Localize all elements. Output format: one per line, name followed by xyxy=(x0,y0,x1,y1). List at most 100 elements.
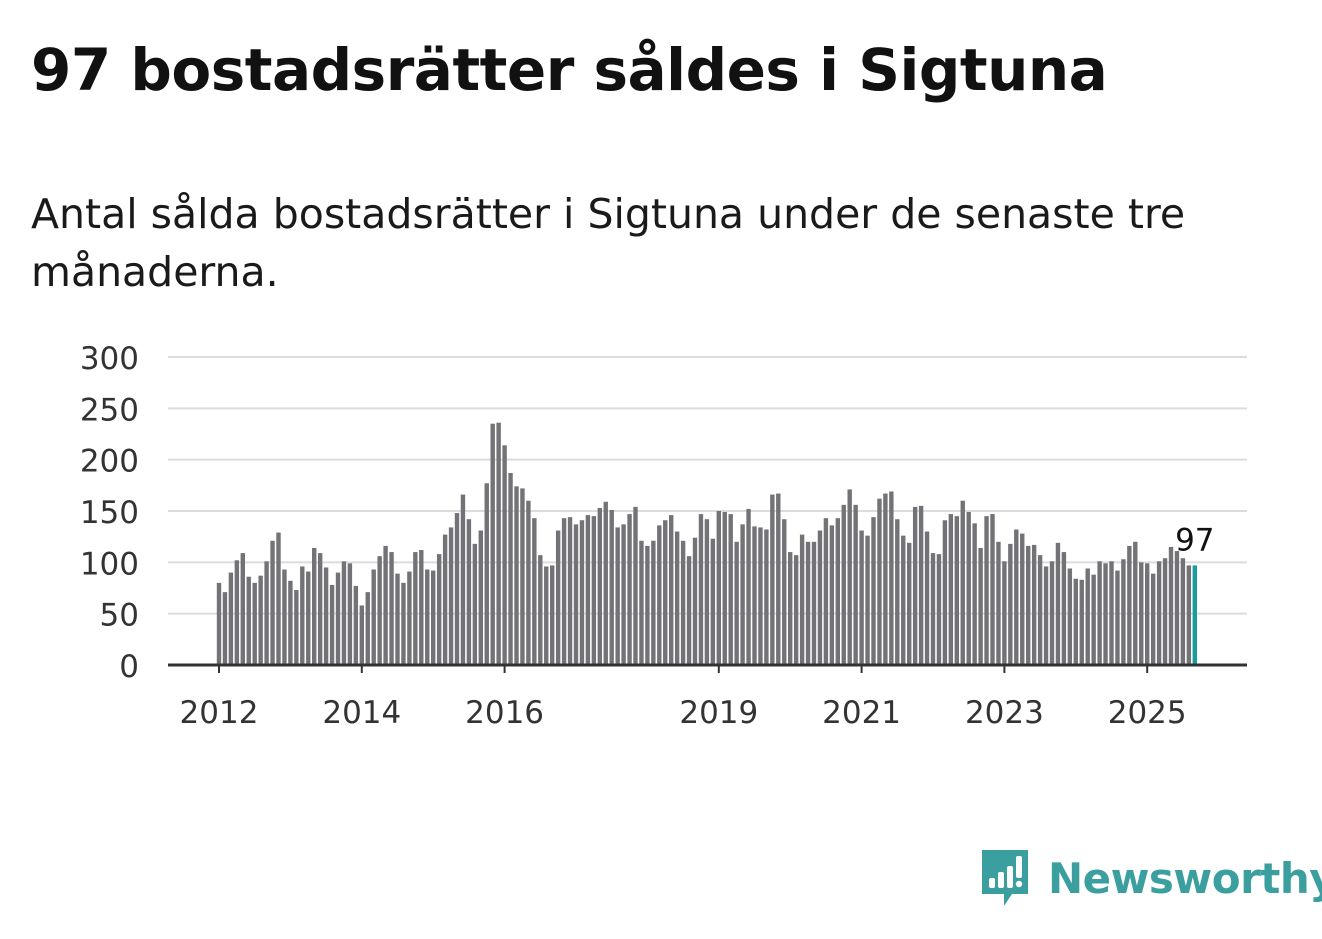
bar xyxy=(960,500,965,665)
bar xyxy=(1133,541,1138,665)
bar xyxy=(567,517,573,665)
bar xyxy=(1109,561,1114,665)
bar xyxy=(335,572,341,665)
bar xyxy=(1061,552,1067,665)
bar xyxy=(936,554,942,665)
bar xyxy=(1037,555,1043,665)
bar xyxy=(538,555,543,665)
y-tick-label: 200 xyxy=(80,444,139,480)
bar xyxy=(734,541,739,665)
bar xyxy=(573,524,579,665)
bar xyxy=(972,523,977,665)
bar xyxy=(1008,543,1013,665)
bar xyxy=(722,512,727,665)
bar xyxy=(371,569,376,665)
bar xyxy=(740,524,745,665)
x-tick-label: 2025 xyxy=(1108,695,1187,731)
bar xyxy=(448,527,454,665)
bar xyxy=(692,537,698,665)
bar xyxy=(508,473,513,665)
bar xyxy=(615,527,620,665)
bar xyxy=(312,547,317,665)
bar xyxy=(561,518,567,665)
brand-name: Newsworthy xyxy=(1048,853,1322,903)
bar xyxy=(1156,561,1162,665)
bars xyxy=(216,422,1197,665)
bar xyxy=(544,566,549,665)
y-tick-label: 100 xyxy=(80,546,139,582)
bar xyxy=(460,494,466,665)
bar xyxy=(901,535,906,665)
bar xyxy=(954,516,959,665)
bar xyxy=(1002,561,1007,665)
y-tick-label: 50 xyxy=(100,598,139,634)
y-tick-label: 300 xyxy=(80,341,139,377)
bar xyxy=(930,553,936,665)
bar xyxy=(698,514,704,665)
bar xyxy=(597,507,602,665)
bar xyxy=(419,550,424,665)
bar xyxy=(686,556,692,665)
bar xyxy=(532,518,537,665)
bar xyxy=(889,491,894,665)
bar xyxy=(1026,545,1031,665)
bar xyxy=(317,553,323,665)
bar xyxy=(425,569,430,665)
bar xyxy=(496,422,501,665)
brand-logo[interactable]: Newsworthy xyxy=(980,848,1322,908)
bar xyxy=(1168,546,1174,665)
x-tick-label: 2014 xyxy=(322,695,401,731)
bar xyxy=(996,541,1001,665)
bar xyxy=(829,525,835,665)
bar xyxy=(948,514,954,665)
bar xyxy=(657,525,662,665)
bar xyxy=(764,529,769,665)
bar xyxy=(276,532,281,665)
bar xyxy=(859,530,864,665)
bar xyxy=(240,553,245,665)
y-tick-label: 150 xyxy=(80,495,139,531)
bar xyxy=(835,518,840,665)
bar xyxy=(1014,529,1019,665)
bar xyxy=(359,605,364,665)
bar xyxy=(609,509,614,665)
bar xyxy=(442,534,448,665)
bar xyxy=(341,561,347,665)
chart-title: 97 bostadsrätter såldes i Sigtuna xyxy=(31,36,1108,104)
x-tick-label: 2021 xyxy=(822,695,901,731)
bar xyxy=(258,575,263,665)
bar xyxy=(514,486,519,665)
newsworthy-logo-icon xyxy=(982,850,1028,906)
bar xyxy=(282,569,287,665)
bar xyxy=(1031,544,1037,665)
bar xyxy=(1121,559,1126,665)
y-tick-label: 250 xyxy=(80,392,139,428)
bar xyxy=(990,514,995,665)
bar xyxy=(323,567,329,665)
bar xyxy=(252,582,257,665)
bar xyxy=(942,520,948,665)
bar xyxy=(526,500,531,665)
bar xyxy=(621,524,626,665)
bar xyxy=(651,540,656,665)
bar xyxy=(776,493,781,665)
bar xyxy=(841,504,846,665)
bar xyxy=(674,531,680,665)
bar xyxy=(895,519,900,665)
bar xyxy=(633,506,638,665)
x-tick-label: 2023 xyxy=(965,695,1044,731)
bar xyxy=(1139,562,1144,665)
bar xyxy=(793,555,799,665)
bar xyxy=(680,540,686,665)
bar xyxy=(550,565,555,665)
chart-subtitle: Antal sålda bostadsrätter i Sigtuna unde… xyxy=(31,190,1186,296)
bar xyxy=(454,513,460,665)
bar xyxy=(1174,551,1180,665)
bar xyxy=(216,582,222,665)
bar xyxy=(329,584,335,665)
y-tick-label: 0 xyxy=(119,649,139,685)
x-tick-label: 2019 xyxy=(679,695,758,731)
bar xyxy=(520,488,525,665)
bar xyxy=(1150,573,1156,665)
bar xyxy=(389,552,394,665)
